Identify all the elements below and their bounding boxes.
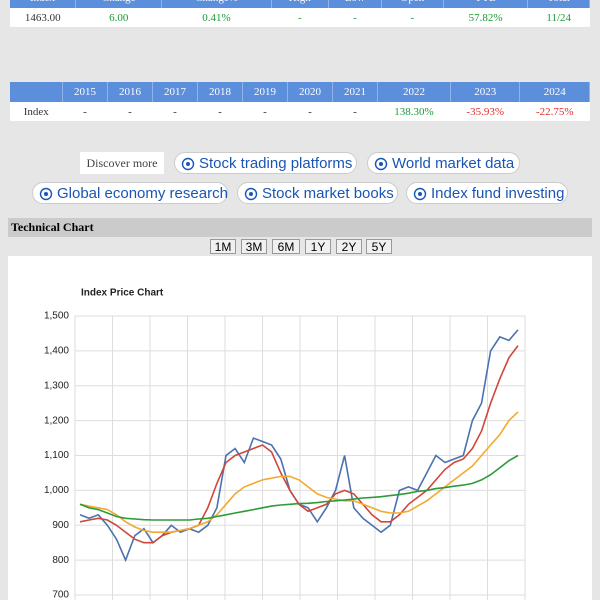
discover-link[interactable]: Global economy research: [32, 182, 228, 204]
cell: -: [410, 11, 415, 24]
header-row: 2015 2016 2017 2018 2019 2020 2021 2022 2023 2024: [10, 82, 590, 102]
cell: -: [83, 105, 87, 118]
range-button[interactable]: 2Y: [336, 239, 362, 254]
cell: -22.75%: [535, 105, 574, 118]
data-row: 1463.00 6.00 0.41% - - - 57.82% 11/24: [10, 8, 590, 27]
header-cell: YTD: [443, 0, 529, 8]
cell: -: [308, 105, 312, 118]
cell: -: [297, 11, 302, 24]
y-tick-label: 1,300: [44, 380, 69, 391]
discover-link[interactable]: Stock trading platforms: [174, 152, 357, 174]
cell: -: [128, 105, 132, 118]
header-cell: Total: [527, 0, 590, 8]
data-row: Index - - - - - - - 138.30% -35.93% -22.75%: [10, 102, 590, 121]
discover-link[interactable]: World market data: [367, 152, 520, 174]
header-cell: Low: [328, 0, 382, 8]
link-text: World market data: [392, 155, 515, 172]
link-icon: [374, 157, 388, 171]
discover-label: Discover more: [80, 152, 164, 174]
link-text: Stock market books: [262, 185, 394, 202]
header-cell: High: [271, 0, 329, 8]
range-button[interactable]: 3M: [241, 239, 267, 254]
y-tick-label: 1,400: [44, 346, 69, 357]
range-button[interactable]: 5Y: [366, 239, 392, 254]
section-title: Technical Chart: [8, 218, 592, 237]
y-tick-label: 1,000: [44, 485, 69, 496]
link-text: Index fund investing: [431, 185, 565, 202]
row-label: Index: [23, 105, 49, 118]
chart: Index Price Chart 1,500 1,400 1,300 1,200 1,…: [8, 256, 592, 600]
cell: -35.93%: [466, 105, 504, 118]
cell: 138.30%: [394, 105, 434, 118]
header-cell: Change%: [161, 0, 272, 8]
header-cell: Open: [381, 0, 444, 8]
y-tick-label: 1,100: [44, 450, 69, 461]
link-icon: [244, 187, 258, 201]
header-row: IndexChangeChange%HighLowOpenYTDTotal: [10, 0, 590, 8]
yearly-table: 2015 2016 2017 2018 2019 2020 2021 2022 2023 2024…: [10, 82, 590, 121]
header-cell: 2016: [107, 82, 153, 102]
cell: -: [263, 105, 267, 118]
discover-link[interactable]: Index fund investing: [406, 182, 568, 204]
range-button[interactable]: 1Y: [305, 239, 331, 254]
header-cell: 2015: [62, 82, 108, 102]
discover-link[interactable]: Stock market books: [237, 182, 398, 204]
link-icon: [39, 187, 53, 201]
cell: -: [353, 105, 357, 118]
header-cell: 2017: [152, 82, 198, 102]
cell: 1463.00: [24, 11, 61, 24]
header-cell: 2018: [197, 82, 243, 102]
header-cell: [10, 82, 63, 102]
range-button[interactable]: 1M: [210, 239, 236, 254]
link-text: Global economy research: [57, 185, 228, 202]
y-tick-label: 800: [52, 555, 69, 566]
y-tick-label: 900: [52, 520, 69, 531]
quote-table: IndexChangeChange%HighLowOpenYTDTotal146…: [10, 0, 590, 27]
cell: 6.00: [109, 11, 129, 24]
link-text: Stock trading platforms: [199, 155, 353, 172]
y-tick-label: 700: [52, 590, 69, 600]
cell: 57.82%: [468, 11, 503, 24]
link-icon: [181, 157, 195, 171]
header-cell: 2020: [287, 82, 333, 102]
cell: -: [218, 105, 222, 118]
cell: -: [173, 105, 177, 118]
y-tick-label: 1,500: [44, 311, 69, 322]
header-cell: 2022: [377, 82, 451, 102]
header-cell: 2021: [332, 82, 378, 102]
header-cell: 2019: [242, 82, 288, 102]
header-cell: Change: [75, 0, 163, 8]
cell: 0.41%: [202, 11, 231, 24]
range-button[interactable]: 6M: [272, 239, 300, 254]
link-icon: [413, 187, 427, 201]
header-cell: 2023: [450, 82, 521, 102]
header-cell: Index: [10, 0, 76, 8]
cell: -: [353, 11, 357, 24]
header-cell: 2024: [519, 82, 590, 102]
series-line: [79, 454, 519, 521]
cell: 11/24: [546, 11, 572, 24]
chart-title: Index Price Chart: [81, 288, 164, 299]
y-tick-label: 1,200: [44, 415, 69, 426]
